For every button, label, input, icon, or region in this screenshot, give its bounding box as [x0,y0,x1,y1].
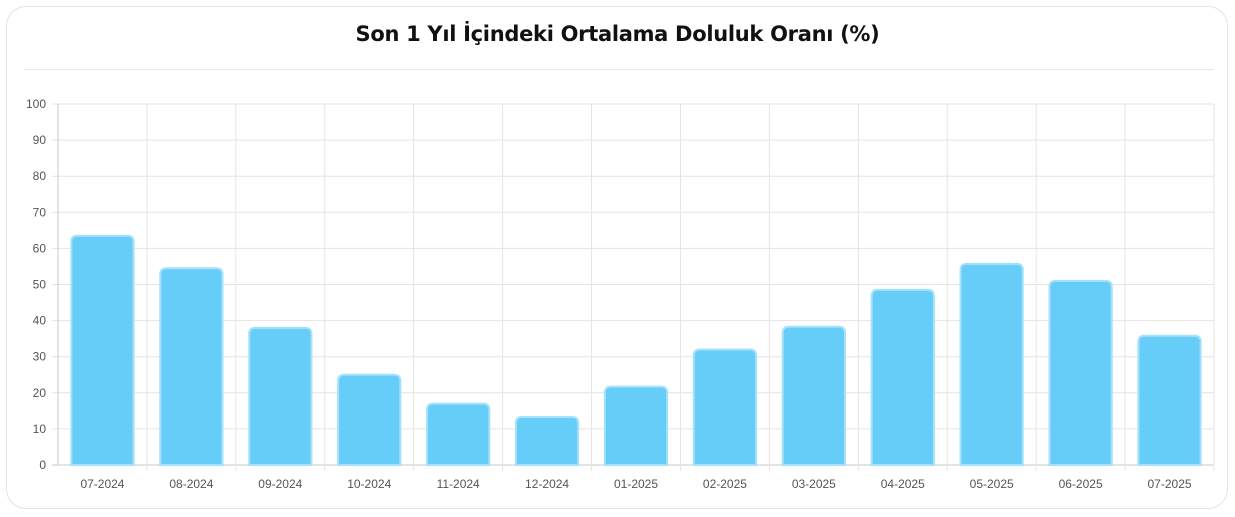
x-tick-label: 04-2025 [881,477,925,491]
bar-07-2025[interactable] [1137,334,1202,466]
y-tick-label: 50 [33,278,47,292]
y-tick-label: 30 [33,350,47,364]
y-tick-label: 70 [33,205,47,219]
bar-05-2025[interactable] [959,262,1024,466]
y-tick-label: 60 [33,241,47,255]
x-tick-label: 10-2024 [347,477,391,491]
bar-10-2024[interactable] [337,373,402,466]
x-tick-label: 01-2025 [614,477,658,491]
y-tick-label: 90 [33,133,47,147]
bar-11-2024[interactable] [426,402,491,466]
y-tick-label: 10 [33,422,47,436]
bar-02-2025[interactable] [692,348,758,466]
y-tick-label: 80 [33,169,47,183]
bar-08-2024[interactable] [159,267,224,466]
bar-07-2024[interactable] [70,234,135,466]
x-tick-label: 08-2024 [169,477,213,491]
x-tick-label: 11-2024 [437,477,480,491]
bar-09-2024[interactable] [248,326,313,466]
x-tick-label: 02-2025 [703,477,747,491]
x-tick-label: 05-2025 [970,477,1014,491]
y-tick-label: 100 [26,97,46,111]
x-tick-label: 09-2024 [258,477,302,491]
bar-03-2025[interactable] [781,325,846,466]
x-tick-label: 07-2025 [1148,477,1192,491]
bar-01-2025[interactable] [603,385,669,466]
bar-04-2025[interactable] [870,288,935,466]
x-tick-label: 12-2024 [525,477,569,491]
bar-series [70,234,1202,466]
bar-06-2025[interactable] [1048,279,1113,466]
x-tick-label: 06-2025 [1059,477,1103,491]
title-divider [24,69,1214,70]
y-axis: 0 10 20 30 40 50 60 70 80 90 100 [26,97,46,472]
chart-title: Son 1 Yıl İçindeki Ortalama Doluluk Oran… [355,22,880,46]
y-tick-label: 0 [39,458,46,472]
y-tick-label: 40 [33,314,47,328]
x-tick-label: 03-2025 [792,477,836,491]
x-tick-label: 07-2024 [80,477,124,491]
y-tick-label: 20 [33,386,47,400]
x-axis: 07-2024 08-2024 09-2024 10-2024 11-2024 12-20… [80,477,1191,491]
bar-12-2024[interactable] [514,415,580,466]
